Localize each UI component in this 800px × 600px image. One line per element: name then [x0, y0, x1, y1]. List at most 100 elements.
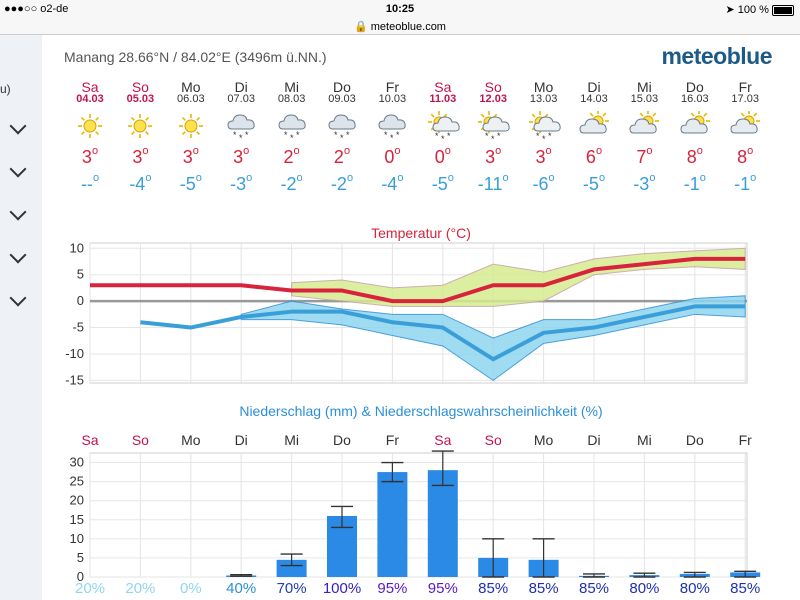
day-date: 15.03 — [630, 93, 659, 105]
day-date: 09.03 — [328, 93, 356, 105]
precipitation-probability: 40% — [226, 580, 257, 597]
sun-cloud-icon — [576, 110, 612, 141]
chevron-down-icon[interactable] — [9, 246, 27, 264]
y-tick-label: 0 — [77, 569, 84, 584]
day-column[interactable]: Do 16.03 8o -1o — [670, 79, 720, 195]
day-date: 10.03 — [378, 93, 407, 105]
y-tick-label: 30 — [70, 455, 84, 470]
precipitation-probability: 85% — [730, 580, 761, 597]
day-column[interactable]: Sa 04.03 3o --o — [65, 79, 115, 195]
max-temperature: 2o — [283, 145, 300, 167]
status-bar: ●●●○○ o2-de 10:25 ➤ 100 % — [0, 0, 800, 20]
max-temperature: 3o — [485, 145, 502, 167]
precipitation-day-label: Mo — [533, 432, 554, 448]
day-column[interactable]: Mo 06.03 3o -5o — [166, 79, 216, 195]
cloud-snow-icon: * * * — [274, 111, 310, 143]
min-temperature: -4o — [129, 172, 152, 194]
sun-cloud-snow-icon: * * * — [526, 111, 562, 144]
precipitation-probability: 70% — [276, 580, 307, 597]
day-column[interactable]: So 12.03 * * * 3o -11o — [468, 79, 518, 195]
chevron-down-icon[interactable] — [9, 203, 27, 221]
y-tick-label: 0 — [77, 293, 84, 308]
meteoblue-logo[interactable]: meteoblue — [661, 43, 772, 69]
svg-text:*: * — [497, 131, 501, 141]
min-temperature: -3o — [633, 172, 656, 194]
sun-icon — [122, 111, 158, 141]
clock: 10:25 — [385, 3, 415, 15]
cloud-snow-icon: * * * — [223, 111, 259, 143]
max-temperature-line — [90, 256, 746, 304]
svg-text:*: * — [542, 134, 546, 141]
day-column[interactable]: Mo 13.03 * * * 3o -6o — [519, 79, 569, 195]
battery-level: 100 % — [737, 4, 769, 16]
day-column[interactable]: Mi 15.03 7o -3o — [619, 79, 669, 195]
precipitation-probability: 20% — [125, 580, 156, 597]
precipitation-probability: 80% — [679, 580, 710, 597]
day-column[interactable]: Do 09.03 * * * 2o -2o — [317, 79, 367, 195]
precipitation-bar — [427, 470, 458, 577]
precipitation-probability: 100% — [322, 580, 362, 597]
precipitation-day-label: Mo — [181, 432, 201, 448]
day-date: 05.03 — [126, 93, 155, 105]
precipitation-day-label: Di — [587, 432, 601, 448]
sun-icon — [173, 111, 209, 141]
day-column[interactable]: So 05.03 3o -4o — [115, 79, 165, 195]
day-date: 12.03 — [479, 93, 507, 105]
max-temperature: 3o — [535, 145, 552, 167]
day-date: 17.03 — [731, 93, 759, 105]
min-temperature: -2o — [330, 172, 354, 194]
day-date: 13.03 — [529, 93, 558, 105]
precipitation-bar — [276, 559, 307, 577]
max-temperature-band — [291, 247, 746, 307]
min-temperature: -5o — [582, 172, 606, 194]
precipitation-day-label: Fr — [738, 432, 752, 448]
precipitation-probability: 85% — [578, 580, 610, 597]
svg-text:*: * — [485, 131, 489, 141]
chevron-down-icon[interactable] — [9, 117, 27, 135]
precipitation-probability: 95% — [377, 580, 408, 597]
day-column[interactable]: Sa 11.03 * * * 0o -5o — [418, 79, 468, 195]
day-column[interactable]: Di 07.03 * * * 3o -3o — [216, 79, 266, 195]
day-date: 16.03 — [681, 93, 709, 105]
sun-cloud-icon — [727, 110, 763, 141]
precipitation-probability: 85% — [478, 580, 509, 597]
battery-icon — [772, 4, 794, 16]
svg-text:*: * — [548, 131, 552, 141]
y-tick-label: 15 — [70, 512, 84, 527]
sun-cloud-icon — [626, 110, 662, 141]
day-name: Do — [333, 79, 351, 95]
day-name: Do — [685, 79, 704, 95]
sidebar-text-fragment: u) — [0, 82, 11, 96]
svg-text:*: * — [296, 130, 300, 140]
max-temperature: 6o — [585, 145, 603, 167]
chevron-down-icon[interactable] — [9, 160, 27, 178]
precipitation-chart: 0 5 10 15 20 25 30 — [70, 450, 761, 584]
svg-text:*: * — [447, 131, 451, 141]
day-name: So — [131, 79, 149, 95]
max-temperature: 8o — [737, 145, 754, 167]
day-column[interactable]: Mi 08.03 * * * 2o -2o — [267, 79, 317, 195]
location-icon: ➤ — [725, 4, 735, 16]
location-title: Manang 28.66°N / 84.02°E (3496m ü.NN.) — [64, 49, 327, 65]
chevron-down-icon[interactable] — [9, 289, 27, 307]
min-temperature: -1o — [683, 172, 706, 194]
y-tick-label: -5 — [72, 320, 84, 335]
url-bar[interactable]: 🔒 meteoblue.com — [0, 20, 800, 35]
day-column[interactable]: Fr 17.03 8o -1o — [720, 79, 770, 195]
forecast-card: Manang 28.66°N / 84.02°E (3496m ü.NN.) m… — [42, 35, 800, 600]
day-column[interactable]: Di 14.03 6o -5o — [569, 79, 619, 195]
precipitation-day-label: Sa — [434, 432, 452, 448]
day-name: Mi — [637, 79, 652, 95]
temperature-chart-title: Temperatur (°C) — [371, 225, 471, 241]
svg-text:*: * — [390, 133, 394, 141]
svg-text:*: * — [340, 133, 344, 141]
day-date: 07.03 — [227, 93, 255, 105]
max-temperature: 3o — [81, 145, 99, 167]
precipitation-day-label: So — [131, 432, 149, 448]
day-column[interactable]: Fr 10.03 * * * 0o -4o — [367, 79, 417, 195]
sun-cloud-snow-icon: * * * — [425, 111, 461, 144]
day-name: Di — [587, 79, 601, 95]
svg-text:*: * — [290, 133, 294, 141]
min-temperature: -4o — [381, 172, 404, 194]
precipitation-probability: 20% — [74, 580, 106, 597]
